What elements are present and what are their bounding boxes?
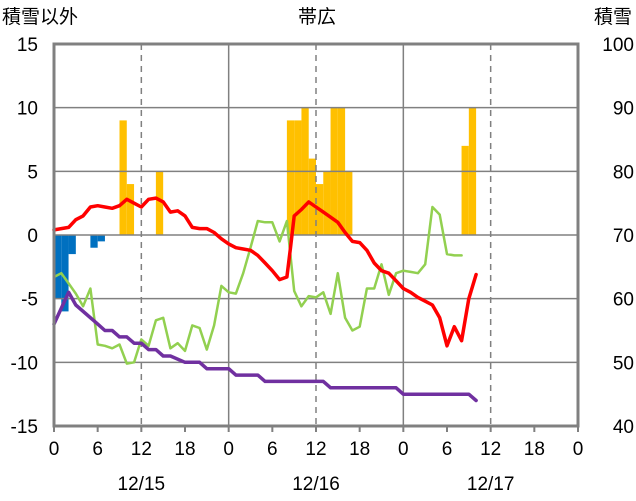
right-tick-label: 50 — [613, 353, 634, 374]
right-tick-label: 70 — [613, 226, 634, 247]
right-tick-label: 90 — [613, 99, 634, 120]
left-tick-labels: 15 10 5 0 -5 -10 -15 — [11, 35, 38, 438]
chart-title: 帯広 — [298, 6, 336, 28]
negative-bar — [54, 235, 62, 299]
right-axis-label: 積雪 — [594, 6, 632, 28]
lines-layer — [52, 196, 478, 403]
left-tick-label: -10 — [11, 353, 38, 374]
negative-bar — [97, 235, 105, 242]
date-label: 12/17 — [467, 474, 515, 495]
right-tick-label: 80 — [613, 162, 634, 183]
left-tick-label: 5 — [27, 162, 38, 183]
snowfall-bar — [286, 120, 295, 235]
x-tick-label: 18 — [349, 439, 370, 460]
left-tick-label: -5 — [21, 290, 38, 311]
axes-frame — [52, 42, 580, 432]
left-tick-label: 15 — [17, 35, 38, 56]
negative-bar — [90, 235, 98, 248]
x-tick-label: 0 — [398, 439, 409, 460]
negative-bar — [61, 235, 69, 312]
snowfall-bar — [155, 171, 164, 235]
snowfall-bar — [308, 158, 316, 235]
x-tick-label: 6 — [442, 439, 453, 460]
x-tick-labels: 0 6 12 18 0 6 12 18 0 6 12 18 0 — [49, 439, 584, 460]
gridlines — [54, 44, 578, 426]
snowfall-bar — [345, 171, 353, 235]
x-tick-label: 18 — [524, 439, 545, 460]
temperature-line — [52, 196, 478, 348]
right-tick-labels: 100 90 80 70 60 50 40 — [602, 35, 634, 438]
right-tick-label: 60 — [613, 290, 634, 311]
snow-depth-line — [52, 290, 478, 403]
snowfall-bar — [126, 184, 135, 235]
right-tick-label: 40 — [613, 417, 634, 438]
x-tick-label: 12 — [305, 439, 326, 460]
left-tick-label: -15 — [11, 417, 38, 438]
left-axis-label: 積雪以外 — [2, 6, 78, 28]
snowfall-bar — [461, 145, 469, 235]
x-tick-label: 6 — [92, 439, 103, 460]
snowfall-bar — [323, 171, 331, 235]
x-tick-label: 12 — [480, 439, 501, 460]
snowfall-bar — [294, 120, 302, 235]
bars-layer — [54, 107, 477, 312]
left-tick-label: 0 — [27, 226, 38, 247]
date-labels: 12/15 12/16 12/17 — [118, 474, 515, 495]
x-tick-label: 0 — [49, 439, 60, 460]
snowfall-bar — [119, 120, 127, 235]
date-label: 12/16 — [292, 474, 340, 495]
x-tick-label: 12 — [131, 439, 152, 460]
x-tick-label: 0 — [223, 439, 234, 460]
x-tick-label: 6 — [267, 439, 278, 460]
x-tick-label: 18 — [174, 439, 195, 460]
negative-bar — [68, 235, 76, 255]
right-tick-label: 100 — [602, 35, 634, 56]
left-tick-label: 10 — [17, 99, 38, 120]
date-label: 12/15 — [118, 474, 166, 495]
x-tick-label: 0 — [573, 439, 584, 460]
